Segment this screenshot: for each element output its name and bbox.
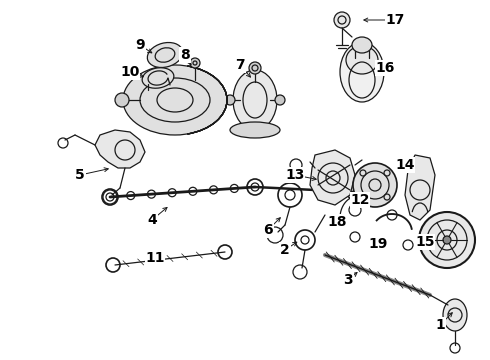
Polygon shape <box>310 150 355 205</box>
Ellipse shape <box>123 65 227 135</box>
Ellipse shape <box>147 42 183 67</box>
Ellipse shape <box>233 70 277 130</box>
Text: 6: 6 <box>263 223 273 237</box>
Text: 15: 15 <box>415 235 435 249</box>
Text: 7: 7 <box>235 58 245 72</box>
Text: 3: 3 <box>343 273 353 287</box>
Text: 1: 1 <box>435 318 445 332</box>
Circle shape <box>225 95 235 105</box>
Circle shape <box>443 236 451 244</box>
Text: 10: 10 <box>121 65 140 79</box>
Text: 4: 4 <box>147 213 157 227</box>
Ellipse shape <box>230 122 280 138</box>
Circle shape <box>115 93 129 107</box>
Polygon shape <box>95 130 145 168</box>
Circle shape <box>353 163 397 207</box>
Circle shape <box>419 212 475 268</box>
Circle shape <box>275 95 285 105</box>
Circle shape <box>190 58 200 68</box>
Text: 9: 9 <box>135 38 145 52</box>
Ellipse shape <box>352 37 372 53</box>
Text: 18: 18 <box>327 215 347 229</box>
Text: 17: 17 <box>385 13 405 27</box>
Text: 13: 13 <box>285 168 305 182</box>
Text: 19: 19 <box>368 237 388 251</box>
Polygon shape <box>405 155 435 220</box>
Text: 2: 2 <box>280 243 290 257</box>
Ellipse shape <box>443 299 467 331</box>
Text: 8: 8 <box>180 48 190 62</box>
Text: 14: 14 <box>395 158 415 172</box>
Ellipse shape <box>340 42 384 102</box>
Text: 5: 5 <box>75 168 85 182</box>
Circle shape <box>334 12 350 28</box>
Text: 11: 11 <box>145 251 165 265</box>
Text: 12: 12 <box>350 193 370 207</box>
Circle shape <box>249 62 261 74</box>
Ellipse shape <box>142 68 174 88</box>
Ellipse shape <box>346 46 378 74</box>
Text: 16: 16 <box>375 61 394 75</box>
